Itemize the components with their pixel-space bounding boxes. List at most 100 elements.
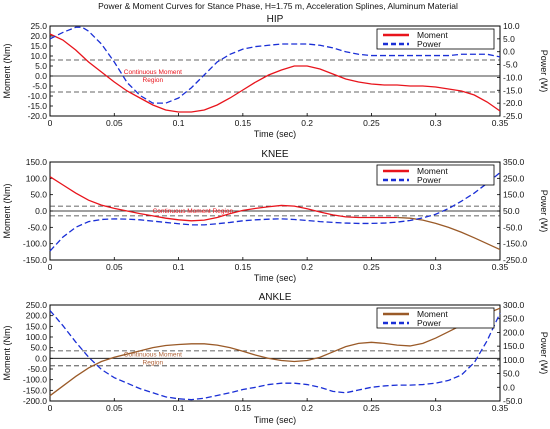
panel-title: HIP <box>267 14 284 25</box>
x-tick-label: 0.2 <box>301 262 313 272</box>
x-tick-label: 0.3 <box>430 118 442 128</box>
y2-tick-label: 150.0 <box>503 341 525 351</box>
y-tick-label: 50.0 <box>30 343 47 353</box>
y-tick-label: 150.0 <box>26 157 48 167</box>
y-tick-label: -150.0 <box>23 385 47 395</box>
y2-tick-label: -250.0 <box>503 255 527 265</box>
x-tick-label: 0.1 <box>173 118 185 128</box>
x-tick-label: 0.35 <box>492 403 509 413</box>
figure-title: Power & Moment Curves for Stance Phase, … <box>98 1 458 11</box>
x-tick-label: 0.25 <box>363 262 380 272</box>
y-tick-label: -50.0 <box>28 364 48 374</box>
x-tick-label: 0.25 <box>363 403 380 413</box>
y-tick-label: -100.0 <box>23 239 47 249</box>
y2-tick-label: 10.0 <box>503 21 520 31</box>
y-tick-label: 100.0 <box>26 332 48 342</box>
y2-tick-label: -10.0 <box>503 72 523 82</box>
y2-tick-label: -50.0 <box>503 396 523 406</box>
panel-title: KNEE <box>261 149 289 160</box>
y2-tick-label: -150.0 <box>503 239 527 249</box>
x-tick-label: 0.05 <box>106 403 123 413</box>
legend-label-power: Power <box>417 175 441 185</box>
y-axis-label: Moment (Nm) <box>2 325 12 380</box>
y-tick-label: -100.0 <box>23 375 47 385</box>
legend-label-moment: Moment <box>417 30 448 40</box>
y2-tick-label: -15.0 <box>503 85 523 95</box>
y-tick-label: 150.0 <box>26 321 48 331</box>
moment-line-late <box>397 216 501 251</box>
y-tick-label: 200.0 <box>26 311 48 321</box>
x-tick-label: 0.1 <box>173 403 185 413</box>
moment-line <box>49 33 501 113</box>
y2-axis-label: Power (W) <box>539 332 549 375</box>
x-tick-label: 0.35 <box>492 118 509 128</box>
power-line <box>49 172 501 252</box>
legend-label-power: Power <box>417 39 441 49</box>
x-tick-label: 0.35 <box>492 262 509 272</box>
y-axis-label: Moment (Nm) <box>2 43 12 98</box>
x-tick-label: 0.15 <box>235 118 252 128</box>
y-tick-label: -20.0 <box>28 111 48 121</box>
y2-tick-label: 350.0 <box>503 157 525 167</box>
x-tick-label: 0.1 <box>173 262 185 272</box>
y2-tick-label: 5.0 <box>503 34 515 44</box>
y-tick-label: 0.0 <box>35 353 47 363</box>
y2-tick-label: -50.0 <box>503 222 523 232</box>
legend-label-moment: Moment <box>417 309 448 319</box>
x-tick-label: 0 <box>48 403 53 413</box>
chart-panel-knee: Continuous Moment Region 0 0.05 0.1 0.15 0.2 0… <box>2 149 549 283</box>
region-label: Continuous Moment <box>124 69 182 76</box>
y-tick-label: 0.0 <box>35 206 47 216</box>
y2-axis-label: Power (W) <box>539 50 549 93</box>
x-tick-label: 0.3 <box>430 403 442 413</box>
y2-tick-label: 50.0 <box>503 369 520 379</box>
y-tick-label: 50.0 <box>30 190 47 200</box>
x-tick-label: 0.15 <box>235 262 252 272</box>
x-axis-label: Time (sec) <box>254 415 296 425</box>
legend-label-power: Power <box>417 318 441 328</box>
y-tick-label: -50.0 <box>28 222 48 232</box>
y2-tick-label: 150.0 <box>503 190 525 200</box>
x-tick-label: 0.25 <box>363 118 380 128</box>
y-tick-label: 20.0 <box>30 31 47 41</box>
y-tick-label: -5.0 <box>32 81 47 91</box>
y2-tick-label: -5.0 <box>503 60 518 70</box>
y-tick-label: 15.0 <box>30 41 47 51</box>
x-tick-label: 0 <box>48 118 53 128</box>
x-tick-label: 0.15 <box>235 403 252 413</box>
y2-axis-label: Power (W) <box>539 190 549 233</box>
y-tick-label: 5.0 <box>35 61 47 71</box>
y-tick-label: 0.0 <box>35 71 47 81</box>
panel-title: ANKLE <box>259 292 292 303</box>
x-tick-label: 0.2 <box>301 403 313 413</box>
y2-tick-label: 300.0 <box>503 300 525 310</box>
y2-tick-label: 250.0 <box>503 314 525 324</box>
x-tick-label: 0.05 <box>106 118 123 128</box>
y2-tick-label: 200.0 <box>503 327 525 337</box>
y2-tick-label: -25.0 <box>503 111 523 121</box>
y2-tick-label: -20.0 <box>503 98 523 108</box>
y2-tick-label: 100.0 <box>503 355 525 365</box>
region-label: Region <box>143 77 164 84</box>
x-tick-label: 0.3 <box>430 262 442 272</box>
x-tick-label: 0 <box>48 262 53 272</box>
y2-tick-label: 50.0 <box>503 206 520 216</box>
y2-tick-label: 0.0 <box>503 47 515 57</box>
x-tick-label: 0.2 <box>301 118 313 128</box>
y-tick-label: 100.0 <box>26 173 48 183</box>
x-axis-label: Time (sec) <box>254 129 296 139</box>
x-axis-label: Time (sec) <box>254 273 296 283</box>
y-tick-label: -150.0 <box>23 255 47 265</box>
region-label: Region <box>143 359 164 366</box>
y-tick-label: -15.0 <box>28 101 48 111</box>
y2-tick-label: 250.0 <box>503 173 525 183</box>
y-tick-label: 25.0 <box>30 21 47 31</box>
region-label: Continuous Moment <box>124 351 182 358</box>
power-line <box>49 26 501 104</box>
